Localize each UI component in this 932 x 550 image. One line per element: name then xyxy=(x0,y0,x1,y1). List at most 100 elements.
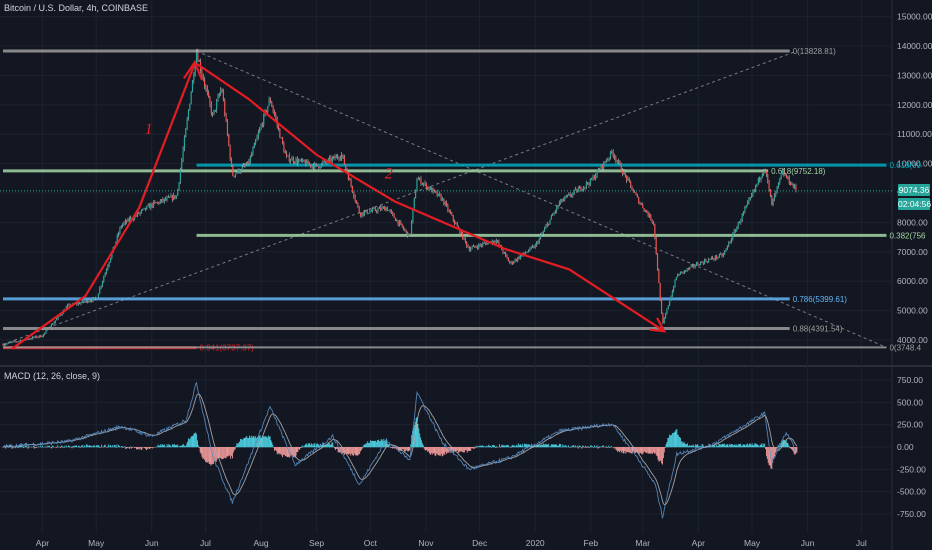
candle-body xyxy=(300,159,302,161)
macd-histogram-bar xyxy=(113,444,115,448)
macd-histogram-bar xyxy=(463,447,465,453)
candle-body xyxy=(201,70,203,76)
candle-body xyxy=(5,344,7,345)
macd-histogram-bar xyxy=(331,442,333,448)
candle-body xyxy=(647,212,649,217)
macd-histogram-bar xyxy=(656,447,658,457)
candle-body xyxy=(706,261,708,263)
macd-histogram-bar xyxy=(507,445,509,448)
chart-title: Bitcoin / U.S. Dollar, 4h, COINBASE xyxy=(4,3,149,13)
candle-body xyxy=(136,212,138,216)
macd-histogram-bar xyxy=(518,445,520,448)
macd-histogram-bar xyxy=(427,447,429,452)
candle-body xyxy=(453,220,456,224)
macd-histogram-bar xyxy=(104,444,106,448)
macd-histogram-bar xyxy=(417,423,419,448)
macd-histogram-bar xyxy=(344,447,346,454)
macd-histogram-bar xyxy=(296,447,298,453)
candle-body xyxy=(100,285,102,288)
macd-histogram-bar xyxy=(138,447,140,450)
macd-histogram-bar xyxy=(645,447,646,453)
macd-histogram-bar xyxy=(361,447,362,451)
candle-body xyxy=(736,227,738,232)
candle-body xyxy=(691,264,694,266)
candle-body xyxy=(436,191,438,196)
macd-histogram-bar xyxy=(66,445,68,448)
macd-histogram-bar xyxy=(669,434,671,448)
candle-body xyxy=(587,182,589,184)
macd-histogram-bar xyxy=(648,447,650,453)
candle-body xyxy=(702,262,704,264)
macd-histogram-bar xyxy=(378,441,380,448)
candle-body xyxy=(259,128,261,133)
macd-histogram-bar xyxy=(769,447,771,466)
candle-body xyxy=(540,235,542,239)
macd-histogram-bar xyxy=(516,444,517,448)
macd-histogram-bar xyxy=(144,447,146,449)
macd-histogram-bar xyxy=(454,447,456,452)
candle-body xyxy=(753,189,755,191)
candle-body xyxy=(224,100,226,115)
candle-body xyxy=(381,207,383,210)
candle-body xyxy=(755,185,757,190)
candle-body xyxy=(217,96,219,102)
macd-histogram-bar xyxy=(266,437,268,448)
time-tick-label: Mar xyxy=(635,538,650,548)
macd-histogram-bar xyxy=(499,447,501,448)
candle-body xyxy=(292,158,294,163)
macd-histogram-bar xyxy=(688,445,689,448)
macd-histogram-bar xyxy=(778,446,780,448)
macd-histogram-bar xyxy=(111,445,113,448)
macd-histogram-bar xyxy=(524,444,526,448)
candle-body xyxy=(210,104,212,114)
candle-body xyxy=(319,167,321,168)
macd-histogram-bar xyxy=(175,445,177,448)
candle-body xyxy=(510,261,512,263)
candle-body xyxy=(374,208,376,211)
macd-histogram-bar xyxy=(774,447,775,457)
macd-histogram-bar xyxy=(753,445,755,448)
macd-histogram-bar xyxy=(202,447,204,459)
macd-histogram-bar xyxy=(792,447,794,452)
candle-body xyxy=(498,241,500,246)
macd-histogram-bar xyxy=(28,446,30,448)
macd-histogram-bar xyxy=(226,447,228,457)
macd-line xyxy=(3,381,798,519)
candle-body xyxy=(729,241,731,243)
macd-histogram-bar xyxy=(683,441,685,448)
macd-histogram-bar xyxy=(643,447,645,453)
macd-histogram-bar xyxy=(550,444,552,448)
candle-body xyxy=(323,160,325,163)
candle-body xyxy=(66,305,69,308)
macd-histogram-bar xyxy=(98,445,100,448)
candle-body xyxy=(410,221,413,235)
macd-histogram-bar xyxy=(641,447,643,455)
macd-histogram-bar xyxy=(20,445,22,448)
macd-histogram-bar xyxy=(223,447,224,459)
macd-histogram-bar xyxy=(692,444,694,448)
macd-histogram-bar xyxy=(197,445,199,448)
candle-body xyxy=(631,185,633,191)
macd-histogram-bar xyxy=(146,447,148,450)
macd-histogram-bar xyxy=(628,447,629,453)
candle-body xyxy=(648,214,651,217)
annotation-arrow-down xyxy=(195,62,665,333)
macd-histogram-bar xyxy=(372,440,374,448)
candle-body xyxy=(583,187,585,190)
candle-body xyxy=(573,190,575,193)
candle-body xyxy=(745,205,747,209)
macd-histogram-bar xyxy=(380,439,382,448)
candle-body xyxy=(359,213,362,216)
macd-histogram-bar xyxy=(475,447,477,449)
macd-histogram-bar xyxy=(791,447,793,451)
candle-body xyxy=(695,263,698,266)
candle-body xyxy=(751,195,753,198)
candle-body xyxy=(449,211,452,214)
macd-histogram-bar xyxy=(720,444,722,448)
price-tick-label: 8000.00 xyxy=(897,217,928,227)
macd-histogram-bar xyxy=(303,446,305,448)
fib-level-label: 0.618(9752.18) xyxy=(771,167,826,176)
candle-body xyxy=(347,173,350,180)
candle-body xyxy=(609,151,612,158)
